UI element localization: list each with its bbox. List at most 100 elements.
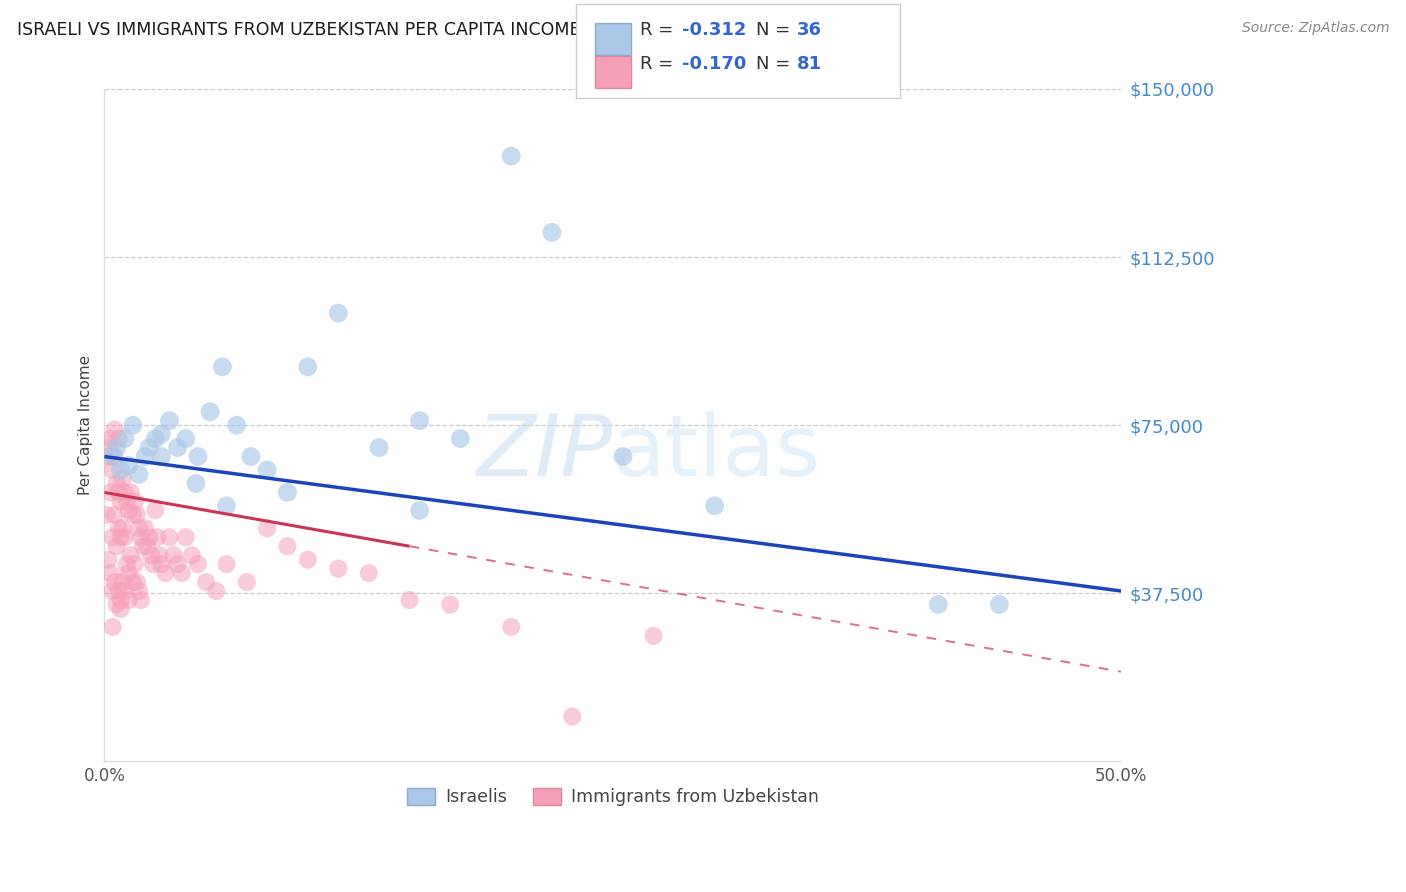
Text: Source: ZipAtlas.com: Source: ZipAtlas.com [1241,21,1389,36]
Y-axis label: Per Capita Income: Per Capita Income [79,355,93,495]
Point [129,593,152,607]
Point [357,566,380,581]
Point [276,485,298,500]
Point [141,548,163,562]
Point [97,450,120,464]
Point [100,432,122,446]
Point [155,566,177,581]
Point [988,598,1011,612]
Point [703,499,725,513]
Point [121,418,143,433]
Text: 36: 36 [797,21,823,39]
Point [111,521,134,535]
Point [297,359,319,374]
Point [124,494,146,508]
Point [187,557,209,571]
Point [101,450,124,464]
Point [118,566,141,581]
Point [105,598,128,612]
Point [103,423,125,437]
Point [166,441,188,455]
Point [143,503,166,517]
Point [927,598,949,612]
Point [643,629,665,643]
Point [107,485,129,500]
Point [132,539,155,553]
Point [159,530,181,544]
Point [215,557,238,571]
Point [115,557,138,571]
Point [195,575,218,590]
Point [146,530,169,544]
Point [125,508,148,522]
Point [121,508,143,522]
Point [148,548,170,562]
Point [120,485,142,500]
Point [198,405,221,419]
Point [236,575,259,590]
Point [128,521,150,535]
Point [105,539,128,553]
Point [101,530,124,544]
Point [408,414,430,428]
Point [114,584,136,599]
Point [143,432,166,446]
Point [439,598,461,612]
Point [118,458,141,473]
Point [256,521,278,535]
Point [121,575,143,590]
Point [408,503,430,517]
Point [449,432,471,446]
Point [150,450,173,464]
Point [174,432,197,446]
Point [100,566,122,581]
Point [110,593,132,607]
Point [150,557,173,571]
Point [103,575,125,590]
Point [138,441,160,455]
Point [110,602,132,616]
Text: -0.170: -0.170 [682,55,747,73]
Point [111,575,134,590]
Point [118,503,141,517]
Point [107,521,129,535]
Text: N =: N = [756,55,796,73]
Point [96,508,118,522]
Text: atlas: atlas [613,410,821,493]
Point [541,226,564,240]
Point [142,557,165,571]
Point [100,485,122,500]
Point [184,476,207,491]
Point [107,432,129,446]
Point [110,530,132,544]
Point [111,472,134,486]
Point [103,450,125,464]
Point [114,432,136,446]
Point [134,450,156,464]
Point [128,467,150,482]
Point [105,476,128,491]
Text: ZIP: ZIP [477,410,613,493]
Point [138,530,160,544]
Point [101,463,124,477]
Point [115,494,138,508]
Text: N =: N = [756,21,796,39]
Point [297,552,319,566]
Point [187,450,209,464]
Point [501,149,523,163]
Point [114,485,136,500]
Point [225,418,247,433]
Point [256,463,278,477]
Point [239,450,262,464]
Point [150,427,173,442]
Point [125,575,148,590]
Text: R =: R = [640,21,679,39]
Text: ISRAELI VS IMMIGRANTS FROM UZBEKISTAN PER CAPITA INCOME CORRELATION CHART: ISRAELI VS IMMIGRANTS FROM UZBEKISTAN PE… [17,21,775,39]
Point [101,584,124,599]
Point [129,530,152,544]
Point [103,508,125,522]
Point [107,584,129,599]
Point [170,566,193,581]
Point [114,530,136,544]
Legend: Israelis, Immigrants from Uzbekistan: Israelis, Immigrants from Uzbekistan [399,780,825,814]
